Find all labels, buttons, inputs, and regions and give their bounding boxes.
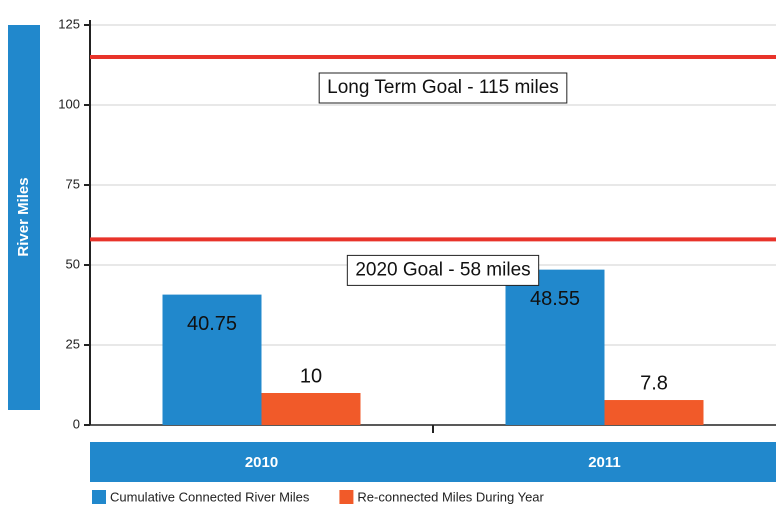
bar xyxy=(162,294,262,425)
goal-label-box xyxy=(346,254,540,286)
data-label: 48.55 xyxy=(530,288,580,310)
goal-label: Long Term Goal - 115 miles xyxy=(327,77,559,98)
category-band xyxy=(90,442,776,482)
bar xyxy=(505,269,605,425)
data-label: 40.75 xyxy=(187,313,237,335)
y-tick-label: 50 xyxy=(66,256,80,271)
x-tick-label: 2011 xyxy=(588,454,621,471)
legend-label: Cumulative Connected River Miles xyxy=(110,489,310,504)
bar xyxy=(261,393,361,425)
y-axis-label: River Miles xyxy=(15,177,32,256)
x-tick-label: 2010 xyxy=(245,454,278,471)
y-tick-label: 0 xyxy=(73,416,80,431)
y-tick-label: 75 xyxy=(66,176,80,191)
y-tick-label: 125 xyxy=(58,16,80,31)
y-tick-label: 25 xyxy=(66,336,80,351)
y-tick-label: 100 xyxy=(58,96,80,111)
legend-swatch xyxy=(339,490,354,504)
goal-label-box xyxy=(318,72,568,104)
data-label: 10 xyxy=(300,365,322,387)
legend-label: Re-connected Miles During Year xyxy=(357,489,544,504)
goal-label: 2020 Goal - 58 miles xyxy=(355,259,530,280)
y-label-box xyxy=(8,25,40,410)
legend-swatch xyxy=(92,490,106,504)
bar xyxy=(604,400,704,425)
data-label: 7.8 xyxy=(640,372,668,394)
